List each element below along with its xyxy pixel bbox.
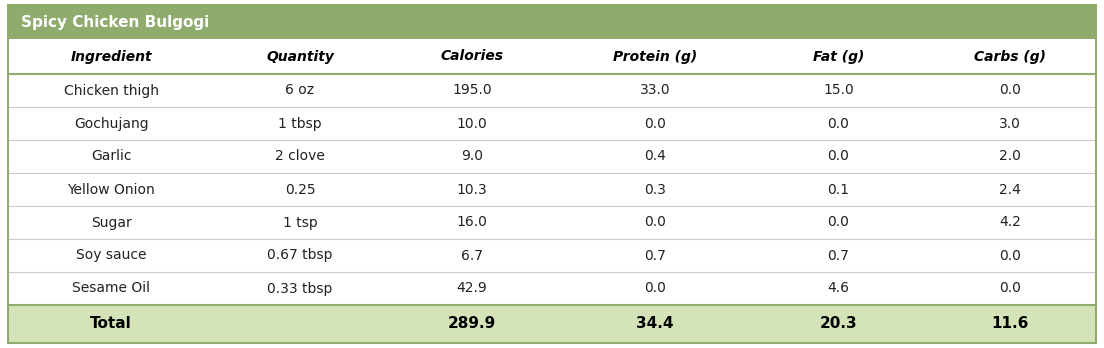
Text: Sesame Oil: Sesame Oil (72, 282, 150, 295)
Text: 20.3: 20.3 (819, 316, 857, 332)
Text: 0.25: 0.25 (285, 182, 316, 197)
Text: Total: Total (91, 316, 132, 332)
Bar (8, 239, 1096, 272)
Text: Spicy Chicken Bulgogi: Spicy Chicken Bulgogi (21, 15, 210, 30)
Text: 33.0: 33.0 (639, 84, 670, 97)
Text: 289.9: 289.9 (448, 316, 496, 332)
Bar (8, 140, 1096, 173)
Text: Garlic: Garlic (91, 150, 131, 164)
Text: 1 tsp: 1 tsp (283, 215, 318, 229)
Text: 2 clove: 2 clove (275, 150, 325, 164)
Bar (8, 5, 1096, 39)
Text: 3.0: 3.0 (999, 117, 1021, 130)
Text: 0.0: 0.0 (644, 117, 666, 130)
Text: 1 tbsp: 1 tbsp (278, 117, 322, 130)
Text: Chicken thigh: Chicken thigh (64, 84, 159, 97)
Text: 0.1: 0.1 (827, 182, 849, 197)
Text: 0.0: 0.0 (644, 215, 666, 229)
Text: Ingredient: Ingredient (71, 49, 152, 63)
Text: Soy sauce: Soy sauce (76, 248, 147, 262)
Text: 0.67 tbsp: 0.67 tbsp (267, 248, 332, 262)
Text: 6.7: 6.7 (460, 248, 482, 262)
Text: 195.0: 195.0 (452, 84, 491, 97)
Text: 10.0: 10.0 (456, 117, 487, 130)
Text: 0.0: 0.0 (999, 282, 1021, 295)
Text: 42.9: 42.9 (456, 282, 487, 295)
Text: 11.6: 11.6 (991, 316, 1029, 332)
Text: 0.0: 0.0 (999, 248, 1021, 262)
Text: 4.2: 4.2 (999, 215, 1021, 229)
Text: Gochujang: Gochujang (74, 117, 148, 130)
Text: 0.7: 0.7 (644, 248, 666, 262)
Text: 2.0: 2.0 (999, 150, 1021, 164)
Text: Carbs (g): Carbs (g) (974, 49, 1047, 63)
Text: 16.0: 16.0 (456, 215, 487, 229)
Text: 0.4: 0.4 (644, 150, 666, 164)
Text: Calories: Calories (440, 49, 503, 63)
Text: 4.6: 4.6 (827, 282, 849, 295)
Text: 10.3: 10.3 (456, 182, 487, 197)
Text: 34.4: 34.4 (636, 316, 673, 332)
Text: 0.0: 0.0 (999, 84, 1021, 97)
Bar (8, 206, 1096, 239)
Text: 0.0: 0.0 (827, 117, 849, 130)
Text: 0.33 tbsp: 0.33 tbsp (267, 282, 332, 295)
Text: Protein (g): Protein (g) (613, 49, 698, 63)
Bar (8, 173, 1096, 206)
Bar (8, 74, 1096, 107)
Text: Quantity: Quantity (266, 49, 335, 63)
Text: 0.0: 0.0 (827, 215, 849, 229)
Bar (8, 39, 1096, 74)
Bar (8, 107, 1096, 140)
Bar (8, 272, 1096, 305)
Text: 0.3: 0.3 (644, 182, 666, 197)
Bar (8, 305, 1096, 343)
Text: Yellow Onion: Yellow Onion (67, 182, 155, 197)
Text: 2.4: 2.4 (999, 182, 1021, 197)
Text: 9.0: 9.0 (460, 150, 482, 164)
Text: Fat (g): Fat (g) (813, 49, 864, 63)
Text: 6 oz: 6 oz (286, 84, 315, 97)
Text: 0.0: 0.0 (827, 150, 849, 164)
Text: Sugar: Sugar (91, 215, 131, 229)
Text: 15.0: 15.0 (822, 84, 853, 97)
Text: 0.0: 0.0 (644, 282, 666, 295)
Text: 0.7: 0.7 (827, 248, 849, 262)
